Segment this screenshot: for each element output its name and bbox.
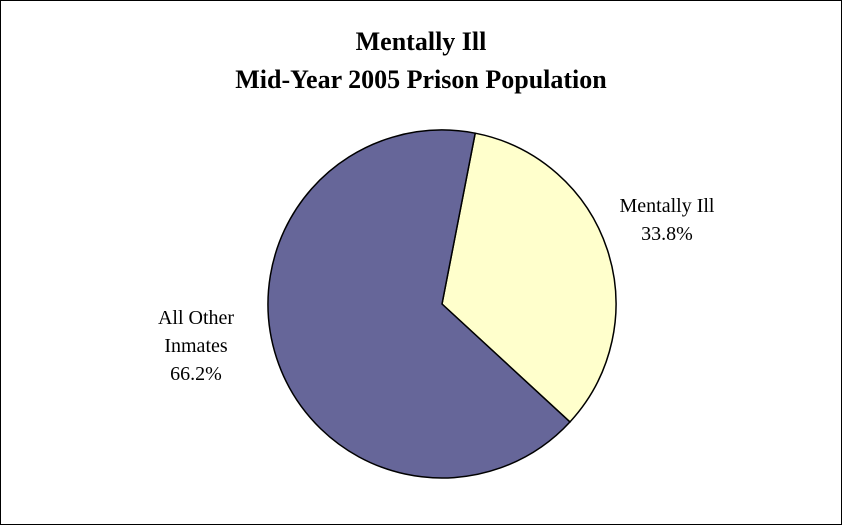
slice-category-label: Mentally Ill — [620, 195, 715, 217]
chart-title-line-1: Mentally Ill — [355, 27, 487, 56]
slice-label-2: All Other Inmates 66.2% — [158, 307, 234, 385]
slice-category-label: All Other — [158, 307, 234, 329]
slice-value-label: 66.2% — [170, 363, 222, 385]
slice-label-1: Mentally Ill 33.8% — [620, 195, 715, 245]
pie-slice-2 — [267, 129, 571, 479]
slice-category-label: Inmates — [164, 335, 228, 357]
chart-title-line-2: Mid-Year 2005 Prison Population — [235, 65, 607, 94]
chart-title: Mentally Ill Mid-Year 2005 Prison Popula… — [1, 23, 841, 99]
pie-labels: Mentally Ill 33.8% All Other Inmates 66.2% — [158, 195, 715, 385]
pie-slice-1 — [441, 132, 617, 424]
pie-slices — [267, 129, 617, 479]
slice-value-label: 33.8% — [641, 223, 693, 245]
